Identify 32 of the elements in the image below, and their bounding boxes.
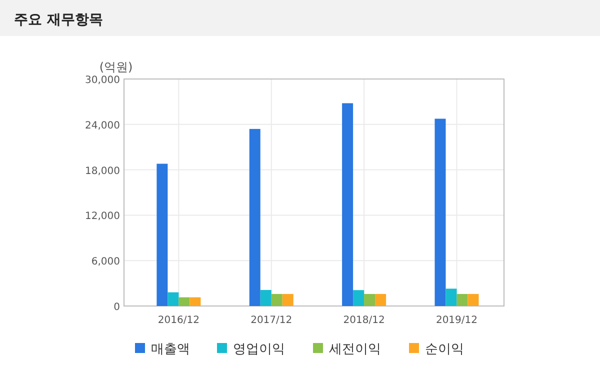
legend-label: 영업이익 — [233, 342, 285, 357]
bar — [364, 294, 376, 306]
bar — [434, 118, 446, 306]
x-tick-label: 2016/12 — [158, 315, 200, 326]
y-tick-label: 6,000 — [91, 256, 120, 268]
bar — [260, 290, 272, 306]
bar — [249, 128, 260, 306]
bar — [456, 294, 468, 306]
bar — [156, 164, 168, 306]
bar — [190, 297, 201, 306]
bar — [342, 103, 354, 306]
bar — [446, 288, 457, 306]
y-tick-label: 12,000 — [85, 211, 120, 222]
x-tick-label: 2017/12 — [250, 315, 292, 326]
x-tick-label: 2019/12 — [436, 315, 478, 326]
legend-label: 매출액 — [151, 342, 190, 357]
chart-title: 주요 재무항목 — [14, 12, 103, 28]
bar — [353, 290, 364, 306]
y-tick-label: 0 — [114, 302, 120, 313]
bar — [375, 294, 386, 306]
y-tick-label: 30,000 — [85, 75, 120, 86]
bar — [168, 292, 179, 306]
bar — [271, 294, 282, 306]
y-tick-label: 24,000 — [85, 120, 120, 132]
legend-label: 세전이익 — [329, 342, 381, 357]
y-axis-title: (억원) — [99, 60, 133, 74]
bar — [178, 297, 190, 306]
legend-label: 순이익 — [425, 342, 464, 357]
y-tick-label: 18,000 — [85, 166, 120, 177]
bar — [468, 294, 479, 306]
x-tick-label: 2018/12 — [343, 315, 385, 326]
bar — [282, 294, 294, 306]
